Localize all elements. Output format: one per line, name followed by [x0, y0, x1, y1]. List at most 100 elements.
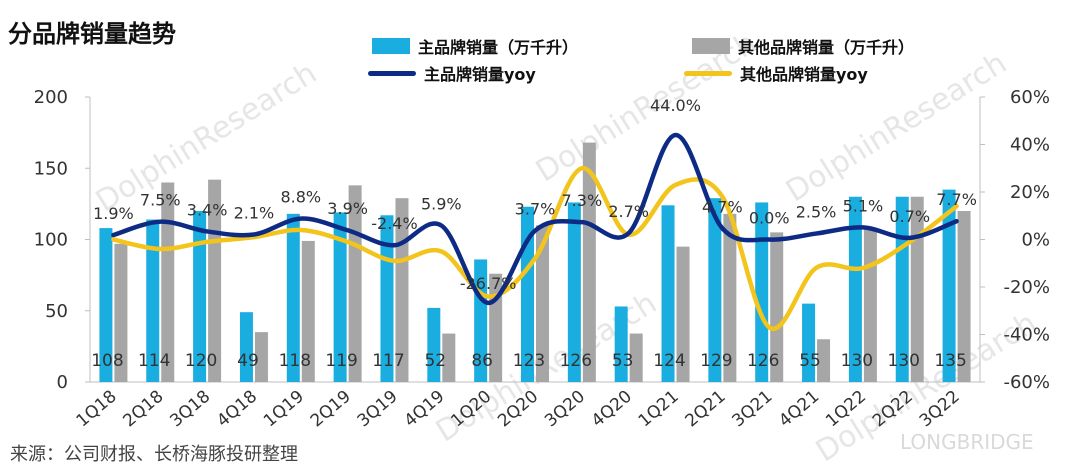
y2-tick-label: 20%: [1010, 182, 1050, 203]
bar-other-volume: [723, 213, 737, 382]
yoy-value-label: 4.7%: [702, 197, 743, 216]
x-tick-label: 3Q20: [541, 387, 589, 432]
bar-main-volume: [239, 312, 253, 382]
y-tick-label: 200: [34, 87, 68, 108]
legend-other-yoy-swatch: [684, 70, 732, 76]
bar-other-volume: [442, 333, 456, 382]
bar-other-volume: [301, 240, 315, 382]
bar-value-label: 120: [185, 351, 217, 371]
x-tick-label: 3Q18: [166, 387, 214, 432]
yoy-value-label: 1.9%: [93, 204, 134, 223]
yoy-value-label: 7.7%: [936, 190, 977, 209]
bar-main-volume: [146, 219, 160, 382]
y-tick-label: 0: [57, 372, 68, 393]
line-main-yoy: [111, 132, 959, 306]
bar-other-volume: [536, 225, 549, 382]
bar-main-volume: [848, 196, 862, 382]
x-tick-label: 4Q18: [213, 387, 261, 432]
bar-other-volume: [114, 243, 128, 382]
bar-main-volume: [333, 212, 347, 382]
y2-tick-label: -40%: [1003, 325, 1050, 346]
y-tick-label: 100: [34, 230, 68, 251]
yoy-value-label: 2.7%: [608, 202, 649, 221]
bar-value-label: 123: [513, 351, 545, 371]
bar-main-volume: [614, 306, 628, 382]
bar-main-volume: [661, 205, 675, 382]
chart-title: 分品牌销量趋势: [8, 20, 176, 48]
bar-main-volume: [99, 228, 113, 382]
legend-other-volume-label: 其他品牌销量（万千升）: [738, 38, 915, 57]
legend-other-volume: 其他品牌销量（万千升）: [692, 35, 914, 57]
legend-other-yoy: 其他品牌销量yoy: [684, 62, 868, 84]
x-tick-label: 2Q18: [120, 387, 168, 432]
bar-value-label: 118: [279, 351, 311, 371]
y-tick-label: 50: [45, 301, 68, 322]
bar-main-volume: [193, 211, 207, 382]
bar-main-volume: [427, 307, 441, 382]
bar-value-label: 129: [700, 351, 732, 371]
bar-value-label: 117: [372, 351, 404, 371]
bar-value-label: 135: [934, 351, 966, 371]
bar-value-label: 126: [560, 351, 592, 371]
yoy-value-label: 0.0%: [749, 209, 790, 228]
y2-tick-label: 40%: [1010, 135, 1050, 156]
bar-value-label: 52: [424, 351, 446, 371]
yoy-value-label: 3.9%: [327, 199, 368, 218]
legend-main-volume-label: 主品牌销量（万千升）: [418, 38, 579, 57]
x-tick-label: 4Q20: [588, 387, 636, 432]
legend-main-yoy-label: 主品牌销量yoy: [424, 65, 536, 84]
x-tick-label: 2Q22: [869, 387, 917, 432]
x-tick-label: 4Q19: [401, 387, 449, 432]
bar-main-volume: [942, 189, 956, 382]
x-tick-label: 2Q20: [494, 387, 542, 432]
bar-value-label: 126: [747, 351, 779, 371]
legend-main-volume-swatch: [372, 38, 410, 54]
bar-value-label: 124: [653, 351, 685, 371]
y2-tick-label: -60%: [1003, 372, 1050, 393]
yoy-value-label: 8.8%: [280, 188, 321, 207]
bar-value-label: 86: [471, 351, 493, 371]
bar-other-volume: [770, 232, 784, 382]
bar-value-label: 108: [91, 351, 123, 371]
bar-value-label: 53: [612, 351, 634, 371]
bar-other-volume: [582, 142, 596, 382]
bar-other-volume: [161, 182, 175, 382]
bar-other-volume: [817, 339, 831, 382]
legend-other-volume-swatch: [692, 38, 730, 54]
y2-tick-label: -20%: [1003, 277, 1050, 298]
yoy-value-label: 2.5%: [796, 203, 837, 222]
source-note: 来源：公司财报、长桥海豚投研整理: [10, 444, 298, 465]
x-tick-label: 4Q21: [775, 387, 823, 432]
bar-value-label: 130: [841, 351, 873, 371]
bar-main-volume: [286, 213, 300, 382]
yoy-value-label: 7.5%: [140, 191, 181, 210]
bar-other-volume: [957, 211, 971, 382]
legend-main-yoy-swatch: [368, 70, 416, 76]
yoy-value-label: 0.7%: [889, 207, 930, 226]
bar-value-label: 114: [138, 351, 170, 371]
yoy-value-label: 7.3%: [562, 191, 603, 210]
x-tick-label: 3Q19: [354, 387, 402, 432]
legend-main-yoy: 主品牌销量yoy: [368, 62, 536, 84]
y-tick-label: 150: [34, 158, 68, 179]
yoy-value-label: 2.1%: [234, 204, 275, 223]
yoy-value-label: -2.4%: [371, 214, 417, 233]
x-tick-label: 1Q21: [635, 387, 683, 432]
bar-other-volume: [676, 246, 690, 382]
bar-main-volume: [708, 198, 722, 382]
bar-main-volume: [755, 202, 769, 382]
bar-value-label: 49: [237, 351, 259, 371]
x-tick-label: 2Q19: [307, 387, 355, 432]
bar-other-volume: [629, 333, 643, 382]
x-tick-label: 1Q19: [260, 387, 308, 432]
yoy-value-label: 3.4%: [187, 200, 228, 219]
bar-value-label: 55: [799, 351, 821, 371]
yoy-value-label: -26.7%: [460, 274, 517, 293]
yoy-value-label: 5.9%: [421, 194, 462, 213]
bar-value-label: 119: [325, 351, 357, 371]
line-other-yoy: [111, 166, 959, 332]
x-tick-label: 2Q21: [682, 387, 730, 432]
x-tick-label: 1Q22: [822, 387, 870, 432]
x-tick-label: 1Q18: [73, 387, 121, 432]
